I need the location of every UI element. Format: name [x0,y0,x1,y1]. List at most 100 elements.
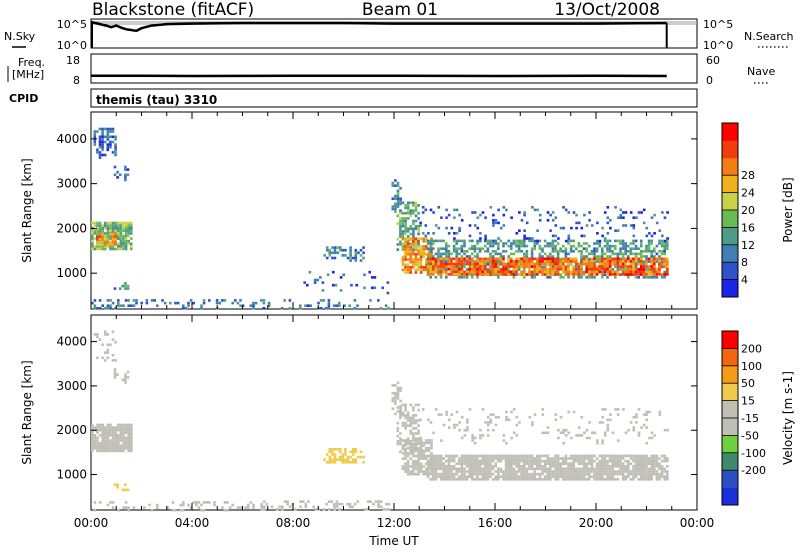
velocity-cell [640,465,643,468]
power-cell [619,252,622,256]
power-cell [98,232,102,236]
power-cell [460,276,464,279]
power-cell [118,173,122,177]
velocity-cell [486,465,490,468]
power-cell [394,184,397,187]
power-cell [564,267,568,271]
power-cell [473,255,477,258]
power-cell [414,209,418,212]
velocity-cell [304,505,308,509]
velocity-cell [166,506,169,509]
power-cell [575,267,578,271]
velocity-cell [502,472,505,476]
velocity-cell [536,467,539,471]
power-colorbar-label: 16 [741,221,755,234]
velocity-cell [414,472,418,476]
power-cell [510,247,513,250]
power-cell [505,208,508,212]
power-cell [484,273,487,276]
velocity-cell [523,454,526,458]
power-cell [645,244,648,248]
power-cell [399,230,402,233]
power-cell [666,260,669,263]
power-cell [124,245,128,248]
velocity-cell [486,428,490,432]
velocity-cell [419,462,423,466]
velocity-cell [564,467,568,471]
power-cell [577,273,581,276]
velocity-colorbar-segment [722,331,738,349]
power-cell [429,267,432,271]
velocity-cell [122,506,125,509]
velocity-cell [504,467,508,471]
velocity-cell [221,506,224,509]
power-cell [429,257,432,261]
power-cell [93,132,97,136]
velocity-cell [606,470,609,473]
velocity-cell [580,478,583,481]
velocity-cell [536,465,539,468]
power-cell [362,251,365,255]
power-cell [465,270,469,274]
power-cell [520,265,523,268]
velocity-cell [497,472,500,476]
power-cell [473,224,477,227]
velocity-cell [401,421,405,425]
velocity-cell [406,424,410,427]
power-cell [614,276,617,279]
power-cell [593,257,596,261]
velocity-cell [611,475,614,478]
power-cell [419,268,423,272]
velocity-cell [494,465,497,468]
power-cell [608,260,612,263]
power-cell [640,250,643,253]
power-cell [517,273,521,276]
velocity-cell [111,501,115,504]
velocity-cell [637,465,640,468]
power-cell [267,301,271,305]
power-cell [439,267,443,271]
velocity-cell [569,467,573,471]
power-cell [621,273,625,276]
power-cell [437,247,440,250]
velocity-cell [538,454,542,458]
velocity-cell [471,478,474,481]
velocity-cell [404,447,407,451]
power-cell [432,265,435,268]
power-cell [614,270,617,274]
velocity-cell [619,472,622,476]
velocity-cell [439,472,443,476]
power-cell [468,234,472,238]
power-cell [484,262,487,266]
power-cell [127,221,130,225]
velocity-cell [562,478,565,481]
power-cell [634,265,638,269]
power-cell [593,255,596,258]
power-cell [127,232,130,235]
power-cell [117,221,120,225]
power-cell [590,257,594,261]
power-cell [117,299,120,302]
power-cell [404,271,407,274]
power-cell [427,253,431,256]
velocity-cell [554,467,557,471]
velocity-cell [481,434,485,437]
power-cell [91,242,94,246]
velocity-cell [518,421,521,424]
power-cell [580,270,583,274]
power-cell [471,270,474,274]
velocity-cell [200,508,203,512]
power-cell [549,229,552,232]
power-cell [187,304,190,307]
velocity-cell [333,508,336,511]
power-cell [622,224,625,227]
power-cell [394,205,397,208]
power-cell [117,232,120,235]
power-cell [515,232,519,235]
power-cell [536,267,539,271]
power-cell [494,270,497,274]
power-cell [349,254,352,257]
power-cell [288,307,292,310]
velocity-cell [624,431,628,435]
power-cell [497,237,500,240]
